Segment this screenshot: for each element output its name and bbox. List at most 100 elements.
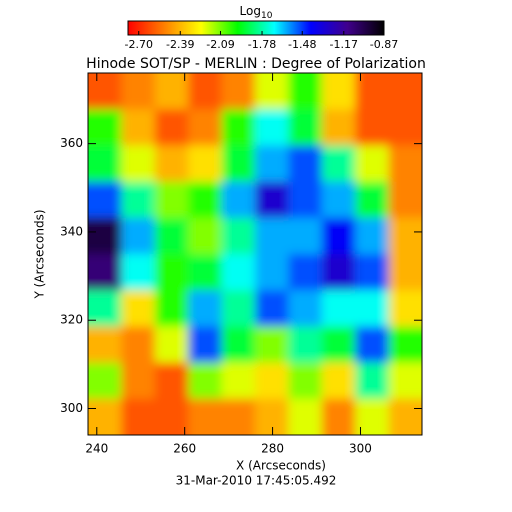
cell — [88, 290, 122, 327]
cell — [288, 290, 323, 327]
cell — [121, 254, 156, 291]
cell — [255, 290, 289, 327]
cell — [355, 145, 390, 183]
cell — [221, 145, 256, 183]
cell — [121, 145, 156, 183]
y-axis-label: Y (Arcseconds) — [33, 209, 47, 299]
cell — [388, 73, 422, 110]
x-axis-label: X (Arcseconds) — [236, 459, 326, 473]
cell — [188, 73, 223, 110]
cell — [255, 181, 289, 219]
plot-frame — [87, 72, 423, 436]
cell — [121, 398, 156, 435]
cell — [321, 362, 356, 400]
cell — [121, 290, 156, 327]
cell — [88, 254, 122, 291]
cell — [321, 217, 356, 255]
cell — [355, 290, 390, 327]
cell — [121, 109, 156, 146]
cell — [321, 398, 356, 435]
x-tick-label: 300 — [349, 442, 372, 456]
cell — [288, 326, 323, 364]
cell — [288, 254, 323, 291]
cell — [221, 398, 256, 435]
cell — [288, 181, 323, 219]
cell — [388, 290, 422, 327]
cell — [221, 326, 256, 364]
cell — [121, 217, 156, 255]
cell — [321, 73, 356, 110]
cell — [154, 109, 189, 146]
cell — [255, 73, 289, 110]
cell — [255, 398, 289, 435]
cell — [321, 254, 356, 291]
cell — [388, 398, 422, 435]
cell — [255, 109, 289, 146]
cell — [255, 326, 289, 364]
cell — [355, 181, 390, 219]
cell — [154, 290, 189, 327]
cell — [121, 362, 156, 400]
cell — [255, 254, 289, 291]
colorbar-label: Log10 — [240, 4, 273, 21]
cell — [188, 217, 223, 255]
cell — [188, 326, 223, 364]
y-tick-label: 340 — [60, 224, 83, 238]
cell — [88, 217, 122, 255]
cell — [388, 326, 422, 364]
cell — [88, 109, 122, 146]
chart-title: Hinode SOT/SP - MERLIN : Degree of Polar… — [86, 56, 426, 72]
cell — [288, 398, 323, 435]
cell — [288, 73, 323, 110]
cell — [221, 217, 256, 255]
cell — [221, 73, 256, 110]
colorbar — [127, 20, 385, 36]
cell — [388, 362, 422, 400]
cell — [388, 217, 422, 255]
cell — [221, 109, 256, 146]
x-tick-label: 280 — [261, 442, 284, 456]
cell — [188, 109, 223, 146]
cell — [121, 181, 156, 219]
colorbar-tick-label: -1.48 — [288, 38, 316, 51]
cell — [88, 145, 122, 183]
cell — [88, 398, 122, 435]
x-tick-label: 240 — [85, 442, 108, 456]
colorbar-tick-label: -2.09 — [206, 38, 234, 51]
cell — [121, 73, 156, 110]
cell — [355, 109, 390, 146]
cell — [154, 362, 189, 400]
cell — [154, 145, 189, 183]
x-tick-label: 260 — [173, 442, 196, 456]
cell — [288, 362, 323, 400]
cell — [321, 326, 356, 364]
cell — [355, 217, 390, 255]
cell — [321, 145, 356, 183]
cell — [188, 181, 223, 219]
colorbar-tick-label: -0.87 — [370, 38, 398, 51]
cell — [154, 326, 189, 364]
cell — [88, 181, 122, 219]
cell — [221, 362, 256, 400]
cell — [321, 181, 356, 219]
y-tick-label: 360 — [60, 136, 83, 150]
cell — [188, 362, 223, 400]
colorbar-tick-label: -2.39 — [166, 38, 194, 51]
cell — [321, 109, 356, 146]
cell — [88, 73, 122, 110]
cell — [355, 326, 390, 364]
cell — [221, 254, 256, 291]
cell — [388, 254, 422, 291]
y-tick-label: 320 — [60, 313, 83, 327]
cell — [154, 398, 189, 435]
cell — [355, 362, 390, 400]
cell — [154, 254, 189, 291]
colorbar-tick-label: -1.17 — [330, 38, 358, 51]
cell — [355, 398, 390, 435]
cell — [154, 181, 189, 219]
cell — [221, 290, 256, 327]
cell — [154, 73, 189, 110]
cell — [388, 145, 422, 183]
cell — [188, 398, 223, 435]
